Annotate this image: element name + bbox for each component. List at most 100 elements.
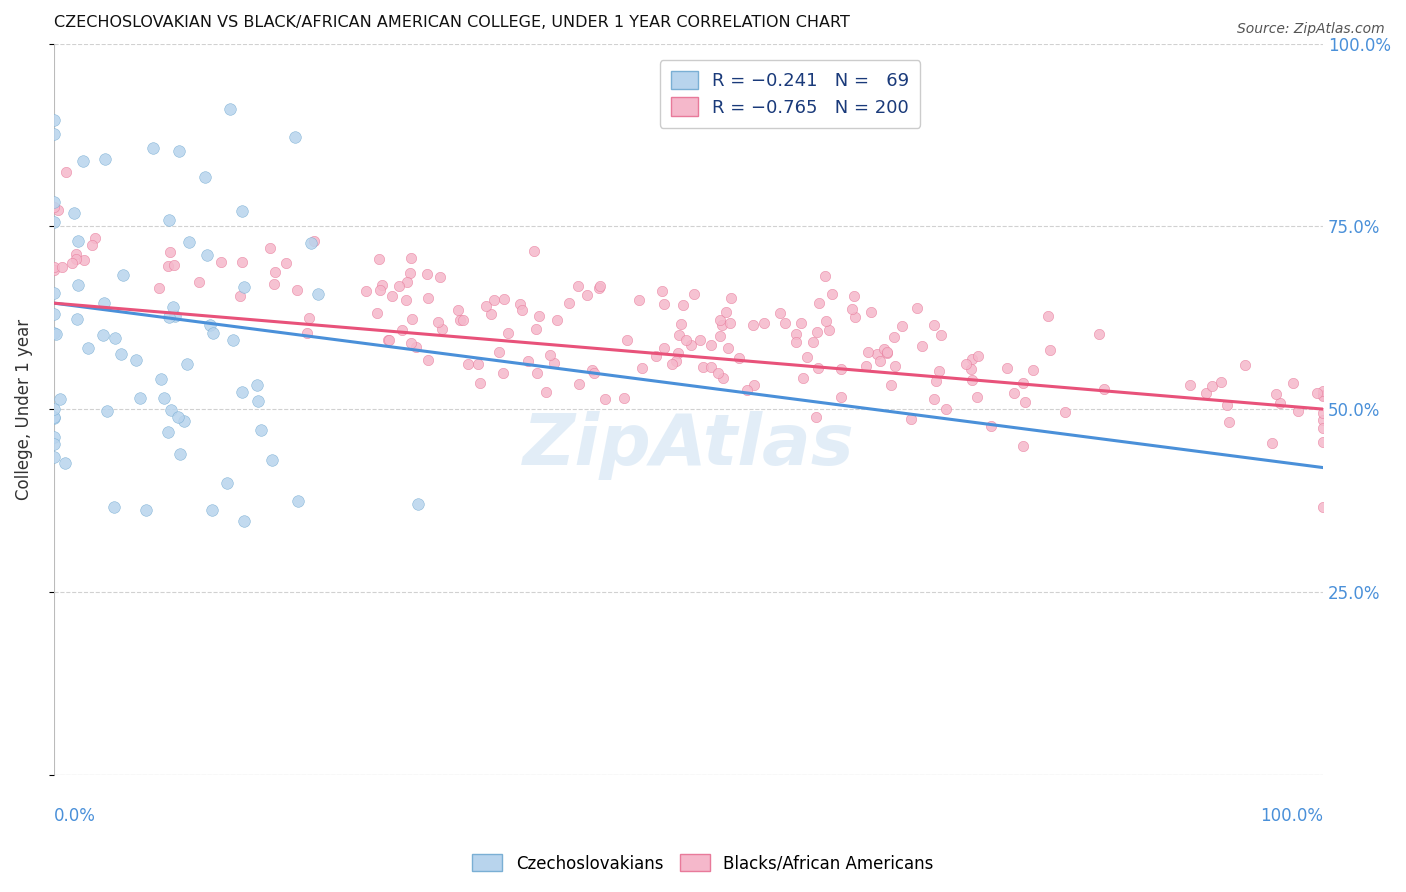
Point [42,285,65,300]
Point [1312,500,1334,514]
Point [285,283,308,297]
Point [922,392,945,406]
Point [1282,376,1305,390]
Point [900,412,922,426]
Point [163,258,186,272]
Text: 0.0%: 0.0% [53,807,96,825]
Point [929,328,952,343]
Point [713,371,735,385]
Point [524,322,547,336]
Point [44,401,66,416]
Point [259,241,281,255]
Point [911,339,934,353]
Point [671,317,693,331]
Point [198,318,221,333]
Point [613,392,636,406]
Point [814,268,837,283]
Point [814,314,837,328]
Text: Source: ZipAtlas.com: Source: ZipAtlas.com [1237,22,1385,37]
Point [510,303,533,318]
Point [922,318,945,332]
Point [494,292,516,306]
Point [129,391,152,405]
Point [876,345,898,359]
Point [1021,363,1043,377]
Point [42,112,65,127]
Point [883,329,905,343]
Point [94,152,117,166]
Point [67,278,90,293]
Point [96,404,118,418]
Point [264,265,287,279]
Point [1195,386,1218,401]
Point [82,238,104,252]
Point [65,252,87,266]
Point [955,357,977,371]
Point [415,267,437,281]
Point [112,268,135,282]
Point [1178,378,1201,392]
Point [169,447,191,461]
Point [661,358,683,372]
Point [67,234,90,248]
Point [173,414,195,428]
Point [1312,420,1334,434]
Point [773,316,796,330]
Point [399,252,422,266]
Point [233,515,256,529]
Point [148,281,170,295]
Point [806,409,828,424]
Point [631,361,654,376]
Point [391,323,413,337]
Point [714,305,737,319]
Point [792,371,814,385]
Point [546,313,568,327]
Point [538,348,561,362]
Point [157,213,180,227]
Point [298,311,321,326]
Point [666,346,689,360]
Legend: Czechoslovakians, Blacks/African Americans: Czechoslovakians, Blacks/African America… [465,847,941,880]
Point [93,295,115,310]
Point [652,297,675,311]
Point [1014,394,1036,409]
Point [679,338,702,352]
Point [399,266,422,280]
Text: CZECHOSLOVAKIAN VS BLACK/AFRICAN AMERICAN COLLEGE, UNDER 1 YEAR CORRELATION CHAR: CZECHOSLOVAKIAN VS BLACK/AFRICAN AMERICA… [53,15,849,30]
Point [42,326,65,341]
Point [534,385,557,400]
Point [526,367,548,381]
Point [153,391,176,405]
Point [418,291,440,305]
Point [453,313,475,327]
Point [855,359,877,373]
Point [699,359,721,374]
Point [928,364,950,378]
Point [156,260,179,274]
Point [388,278,411,293]
Point [728,351,751,365]
Point [1211,375,1233,389]
Point [830,362,852,376]
Point [201,503,224,517]
Point [492,366,515,380]
Point [1312,388,1334,402]
Point [159,402,181,417]
Point [710,318,733,332]
Point [430,322,453,336]
Point [1012,439,1035,453]
Point [215,475,238,490]
Point [418,353,440,368]
Point [231,255,253,269]
Point [960,373,983,387]
Point [1092,382,1115,396]
Point [179,235,201,250]
Point [1312,384,1334,399]
Point [980,418,1002,433]
Point [73,253,96,268]
Point [567,279,589,293]
Point [162,300,184,314]
Point [1261,436,1284,450]
Point [844,310,866,324]
Point [742,318,765,332]
